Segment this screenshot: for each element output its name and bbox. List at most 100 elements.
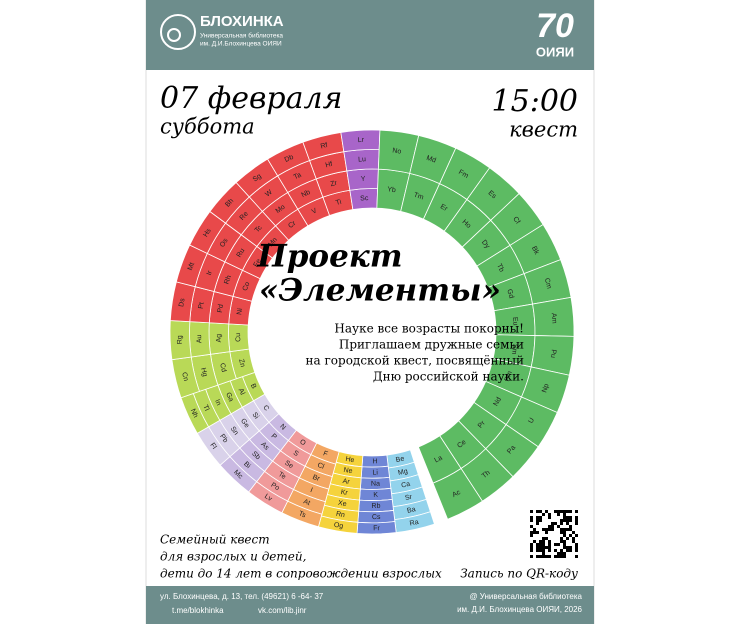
org: ОИЯИ [536,44,574,59]
element-symbol: Sc [360,195,369,202]
element-symbol: Pt [198,302,206,310]
qr-module [560,549,563,552]
element-symbol: Mo [275,204,287,215]
qr-module [536,531,539,534]
qr-module [542,543,545,546]
element-symbol: Bi [242,461,252,471]
element-symbol: At [302,498,311,507]
element-symbol: Lu [358,156,366,163]
element-symbol: B [249,383,257,390]
audience-line: дети до 14 лет в сопровождении взрослых [160,567,442,581]
element-symbol: Mt [187,262,196,272]
element-symbol: Br [311,474,321,483]
element-symbol: Ar [342,478,351,486]
qr-module [548,549,551,552]
element-symbol: Tl [201,404,210,413]
qr-module [536,510,539,513]
header-band [146,0,594,70]
qr-module [530,534,533,537]
telegram[interactable]: t.me/blokhinka [172,606,224,615]
qr-module [548,516,551,519]
element-symbol: Pa [506,444,517,455]
qr-module [569,549,572,552]
qr-module [542,513,545,516]
element-symbol: Ca [401,481,411,490]
element-symbol: Fm [457,169,469,180]
element-symbol: Zn [237,358,246,368]
qr-module [548,543,551,546]
qr-code[interactable] [530,510,578,558]
qr-module [563,546,566,549]
element-symbol: Si [251,411,261,421]
element-symbol: Bh [224,198,235,209]
qr-module [572,537,575,540]
invitation-line: Дню российской науки. [373,370,524,384]
element-symbol: Ra [409,519,419,528]
element-symbol: F [322,450,329,458]
vk[interactable]: vk.com/lib.jinr [258,606,307,615]
qr-module [566,510,569,513]
element-symbol: W [264,189,274,199]
qr-module [560,555,563,558]
element-symbol: Cd [218,363,227,373]
title: Проект [256,239,402,275]
copyright: им. Д.И. Блохинцева ОИЯИ, 2026 [457,605,582,614]
element-symbol: Dy [480,239,491,250]
qr-module [536,519,539,522]
title: «Элементы» [259,273,501,309]
element-symbol: Ac [451,489,462,499]
qr-module [536,546,539,549]
qr-module [542,552,545,555]
qr-module [554,510,557,513]
element-symbol: Ds [178,297,186,307]
element-symbol: Pm [504,370,514,382]
qr-module [575,534,578,537]
element-symbol: Es [487,190,498,201]
time: 15:00 [492,84,578,119]
qr-module [545,528,548,531]
logo [160,14,196,50]
element-symbol: Ta [293,172,303,182]
element-symbol: Hf [325,161,334,170]
ring: BeMgCaSrBaRaHLiNaKRbCsFrHeNeArKrXeRnOgFC… [169,129,575,535]
invitation-line: Приглашаем дружные семьи [339,338,524,352]
element-symbol: Sn [229,426,240,437]
element-symbol: K [373,492,378,499]
qr-module [563,555,566,558]
element-symbol: Ti [335,199,343,207]
element-symbol: S [292,450,300,459]
element-symbol: C [261,404,270,412]
qr-module [548,555,551,558]
subtitle: Универсальная библиотека [200,32,283,40]
qr-module [536,549,539,552]
element-symbol: In [213,398,222,406]
copyright: @ Универсальная библиотека [469,592,582,601]
qr-module [560,510,563,513]
qr-module [539,549,542,552]
element-symbol: Db [284,154,295,164]
element-symbol: N [278,423,286,432]
element-symbol: Cs [372,514,381,521]
element-symbol: Yb [387,186,397,194]
element-symbol: Ts [297,510,307,519]
qr-module [575,549,578,552]
qr-module [557,543,560,546]
element-symbol: Lr [358,137,365,144]
qr-module [533,528,536,531]
element-symbol: Gd [505,288,514,299]
qr-module [566,549,569,552]
qr-module [533,531,536,534]
element-symbol: U [528,417,537,425]
qr-module [545,537,548,540]
element-symbol: Ag [216,334,223,343]
element-cell [432,467,483,520]
element-symbol: Cl [316,462,325,471]
element-symbol: Cu [235,333,242,342]
element-symbol: Sb [250,450,261,461]
element-symbol: Co [242,281,252,292]
qr-module [539,546,542,549]
element-symbol: Fl [208,442,217,451]
audience-line: для взрослых и детей, [160,550,306,564]
qr-module [530,516,533,519]
